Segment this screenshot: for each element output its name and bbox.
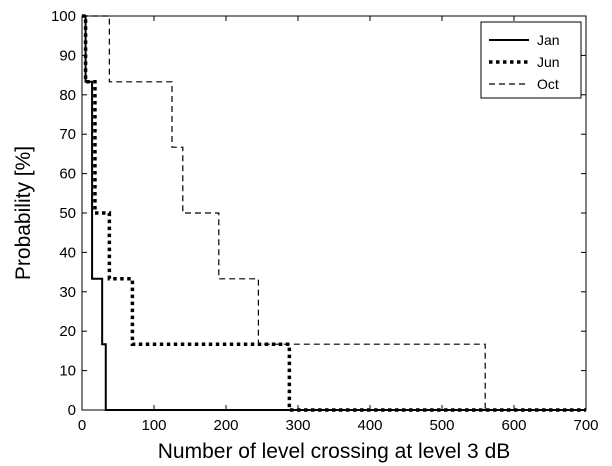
- y-tick-label: 80: [59, 87, 76, 104]
- x-tick-label: 500: [429, 417, 454, 434]
- legend-label-jan: Jan: [537, 32, 560, 48]
- y-tick-label: 30: [59, 284, 76, 301]
- y-tick-label: 10: [59, 363, 76, 380]
- y-tick-label: 100: [51, 8, 76, 25]
- y-tick-label: 40: [59, 244, 76, 261]
- y-axis-title: Probability [%]: [12, 146, 35, 280]
- series-line-jun: [82, 14, 586, 412]
- series-layer: [82, 14, 586, 412]
- series-line-oct: [82, 15, 586, 411]
- x-tick-label: 600: [501, 417, 526, 434]
- x-tick-label: 400: [357, 417, 382, 434]
- y-tick-label: 60: [59, 166, 76, 183]
- legend: Jan Jun Oct: [480, 21, 582, 99]
- legend-label-oct: Oct: [537, 76, 559, 92]
- x-tick-label: 300: [285, 417, 310, 434]
- x-tick-label: 700: [573, 417, 598, 434]
- y-tick-label: 90: [59, 47, 76, 64]
- x-tick-label: 200: [213, 417, 238, 434]
- legend-label-jun: Jun: [537, 54, 560, 70]
- x-tick-label: 0: [78, 417, 86, 434]
- x-axis-title: Number of level crossing at level 3 dB: [158, 440, 511, 463]
- legend-box: [480, 21, 582, 99]
- y-tick-label: 0: [68, 402, 76, 419]
- x-tick-label: 100: [141, 417, 166, 434]
- y-tick-label: 20: [59, 323, 76, 340]
- y-tick-label: 70: [59, 126, 76, 143]
- ticks-layer: 0 100 200 300 400 500 600 700 0 10 20 30 40 50 60 70 80 9…: [51, 8, 599, 434]
- y-tick-label: 50: [59, 205, 76, 222]
